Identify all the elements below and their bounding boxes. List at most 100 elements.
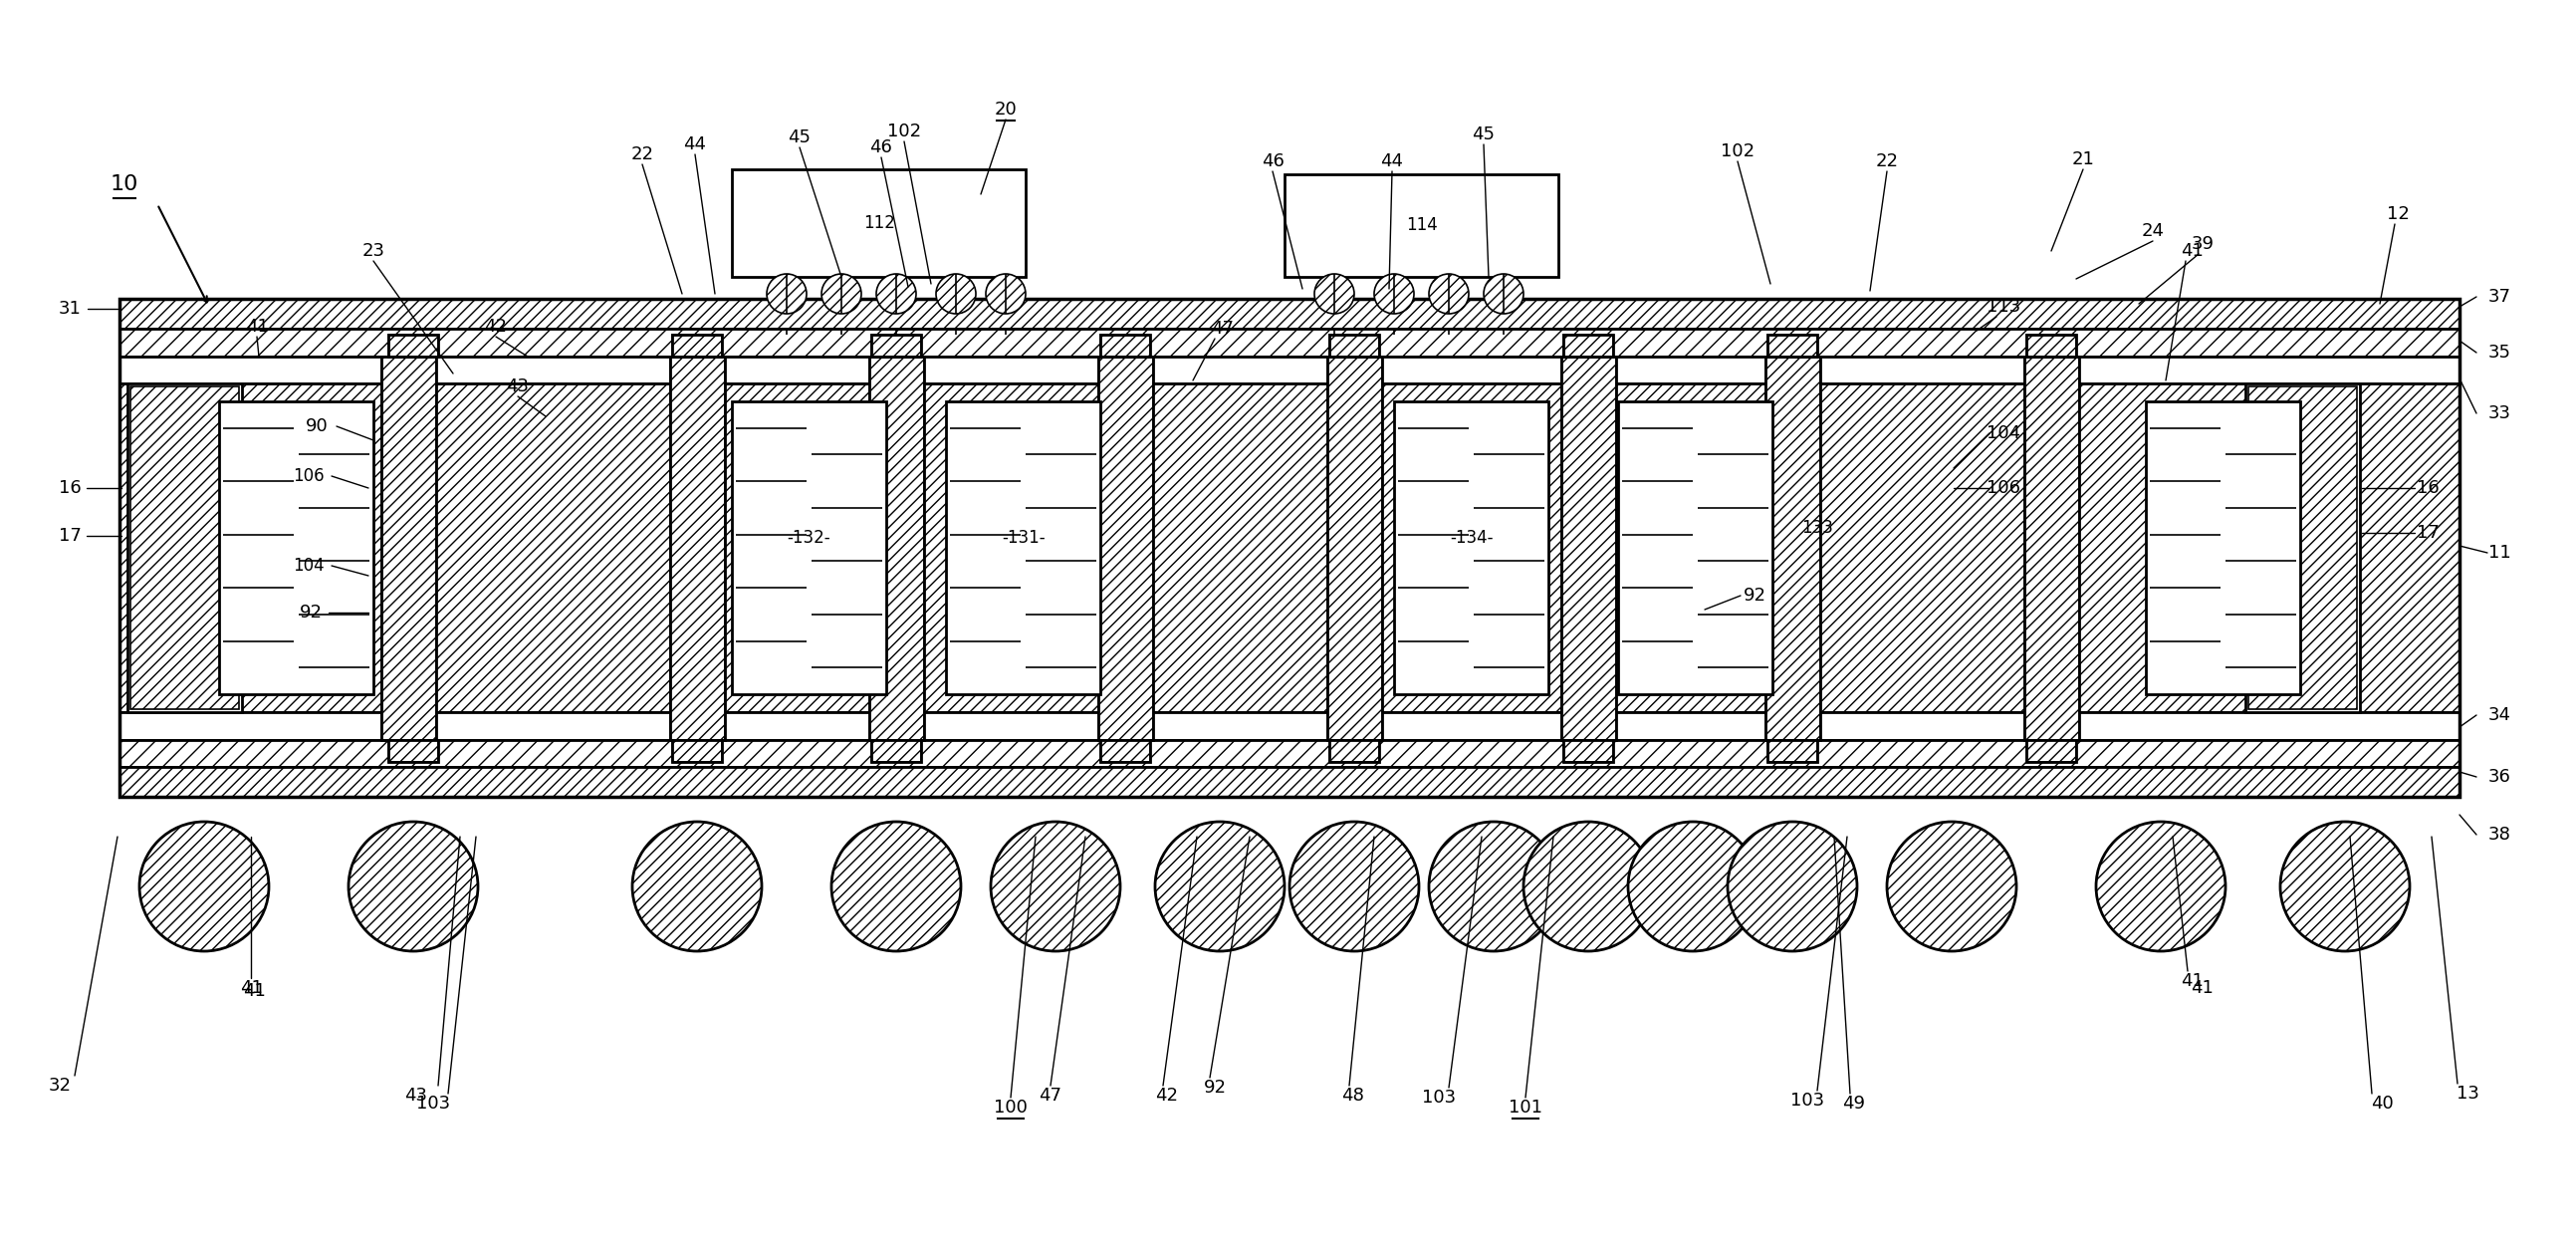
Bar bbox=[1327, 357, 1383, 740]
Bar bbox=[1765, 357, 1821, 740]
Bar bbox=[1767, 334, 1816, 357]
Bar bbox=[1561, 357, 1615, 740]
Bar bbox=[118, 740, 2460, 768]
Bar bbox=[1097, 357, 1154, 740]
Circle shape bbox=[348, 821, 479, 951]
Bar bbox=[1097, 357, 1154, 740]
Bar bbox=[945, 402, 1100, 694]
Text: 17: 17 bbox=[2416, 524, 2439, 542]
Circle shape bbox=[1430, 821, 1558, 951]
Text: 36: 36 bbox=[2488, 768, 2512, 786]
Text: 40: 40 bbox=[2370, 1094, 2393, 1112]
Text: 42: 42 bbox=[1157, 1087, 1177, 1104]
Text: 44: 44 bbox=[1381, 152, 1404, 170]
Bar bbox=[1100, 740, 1149, 763]
Bar bbox=[118, 298, 2460, 796]
Text: 41: 41 bbox=[2182, 972, 2205, 990]
Circle shape bbox=[2097, 821, 2226, 951]
Bar bbox=[1618, 402, 1772, 694]
Bar bbox=[1329, 334, 1378, 357]
Bar bbox=[672, 740, 721, 763]
Bar bbox=[1100, 334, 1149, 357]
Text: -134-: -134- bbox=[1450, 529, 1494, 547]
Text: 102: 102 bbox=[1721, 142, 1754, 160]
Bar bbox=[2249, 387, 2357, 709]
Text: 41: 41 bbox=[2192, 980, 2213, 997]
Text: 106: 106 bbox=[1986, 479, 2020, 497]
Text: 43: 43 bbox=[507, 377, 528, 396]
Circle shape bbox=[1314, 273, 1355, 313]
Bar bbox=[1329, 740, 1378, 763]
Text: 16: 16 bbox=[2416, 479, 2439, 497]
Text: 22: 22 bbox=[1875, 152, 1899, 170]
Text: 133: 133 bbox=[1801, 519, 1834, 537]
Bar bbox=[1329, 740, 1378, 763]
Circle shape bbox=[1373, 273, 1414, 313]
Text: 42: 42 bbox=[484, 318, 507, 336]
Text: 46: 46 bbox=[1262, 152, 1283, 170]
Text: 45: 45 bbox=[1473, 126, 1494, 144]
Text: 46: 46 bbox=[871, 139, 894, 156]
Circle shape bbox=[935, 273, 976, 313]
Text: 35: 35 bbox=[2488, 343, 2512, 362]
Circle shape bbox=[832, 821, 961, 951]
Text: 101: 101 bbox=[1510, 1098, 1543, 1117]
Text: 104: 104 bbox=[294, 557, 325, 574]
Bar bbox=[118, 298, 2460, 328]
Text: 103: 103 bbox=[1790, 1092, 1824, 1109]
Text: 47: 47 bbox=[1038, 1087, 1061, 1104]
Text: 100: 100 bbox=[994, 1098, 1028, 1117]
Text: 12: 12 bbox=[2385, 205, 2409, 223]
Bar bbox=[131, 387, 240, 709]
Circle shape bbox=[876, 273, 917, 313]
Text: 103: 103 bbox=[1422, 1088, 1455, 1107]
Bar bbox=[2146, 402, 2300, 694]
Bar bbox=[1765, 357, 1821, 740]
Text: 23: 23 bbox=[363, 242, 384, 260]
Bar bbox=[381, 357, 435, 740]
Bar bbox=[1394, 402, 1548, 694]
Bar bbox=[389, 740, 438, 763]
Text: 103: 103 bbox=[417, 1094, 451, 1112]
Bar bbox=[670, 357, 724, 740]
Bar bbox=[672, 740, 721, 763]
Text: 41: 41 bbox=[240, 980, 263, 997]
Circle shape bbox=[1628, 821, 1757, 951]
Bar bbox=[118, 357, 2460, 383]
Circle shape bbox=[1484, 273, 1522, 313]
Bar bbox=[389, 334, 438, 357]
Text: 13: 13 bbox=[2455, 1085, 2478, 1102]
Text: 114: 114 bbox=[1406, 216, 1437, 235]
Bar bbox=[1285, 175, 1558, 277]
Text: 17: 17 bbox=[59, 527, 80, 545]
Circle shape bbox=[768, 273, 806, 313]
Bar bbox=[1564, 740, 1613, 763]
Text: 45: 45 bbox=[788, 129, 811, 146]
Text: 41: 41 bbox=[245, 318, 268, 336]
Text: 39: 39 bbox=[2192, 235, 2213, 253]
Bar bbox=[1564, 334, 1613, 357]
Text: 43: 43 bbox=[404, 1087, 428, 1104]
Text: 104: 104 bbox=[1986, 424, 2020, 442]
Bar bbox=[732, 402, 886, 694]
Bar bbox=[2027, 740, 2076, 763]
Text: -132-: -132- bbox=[786, 529, 829, 547]
Bar bbox=[2027, 334, 2076, 357]
Text: 16: 16 bbox=[59, 479, 80, 497]
Bar bbox=[871, 334, 922, 357]
Text: 38: 38 bbox=[2488, 826, 2512, 844]
Text: 21: 21 bbox=[2071, 151, 2094, 168]
Bar bbox=[1329, 334, 1378, 357]
Circle shape bbox=[1522, 821, 1654, 951]
Text: 44: 44 bbox=[683, 136, 706, 154]
Text: 47: 47 bbox=[1211, 319, 1234, 338]
Circle shape bbox=[2280, 821, 2409, 951]
Text: 112: 112 bbox=[863, 215, 894, 232]
Circle shape bbox=[1430, 273, 1468, 313]
Bar bbox=[389, 334, 438, 357]
Bar bbox=[2027, 334, 2076, 357]
Text: 41: 41 bbox=[2182, 242, 2205, 260]
Text: 106: 106 bbox=[294, 467, 325, 485]
Circle shape bbox=[139, 821, 268, 951]
Circle shape bbox=[1154, 821, 1285, 951]
